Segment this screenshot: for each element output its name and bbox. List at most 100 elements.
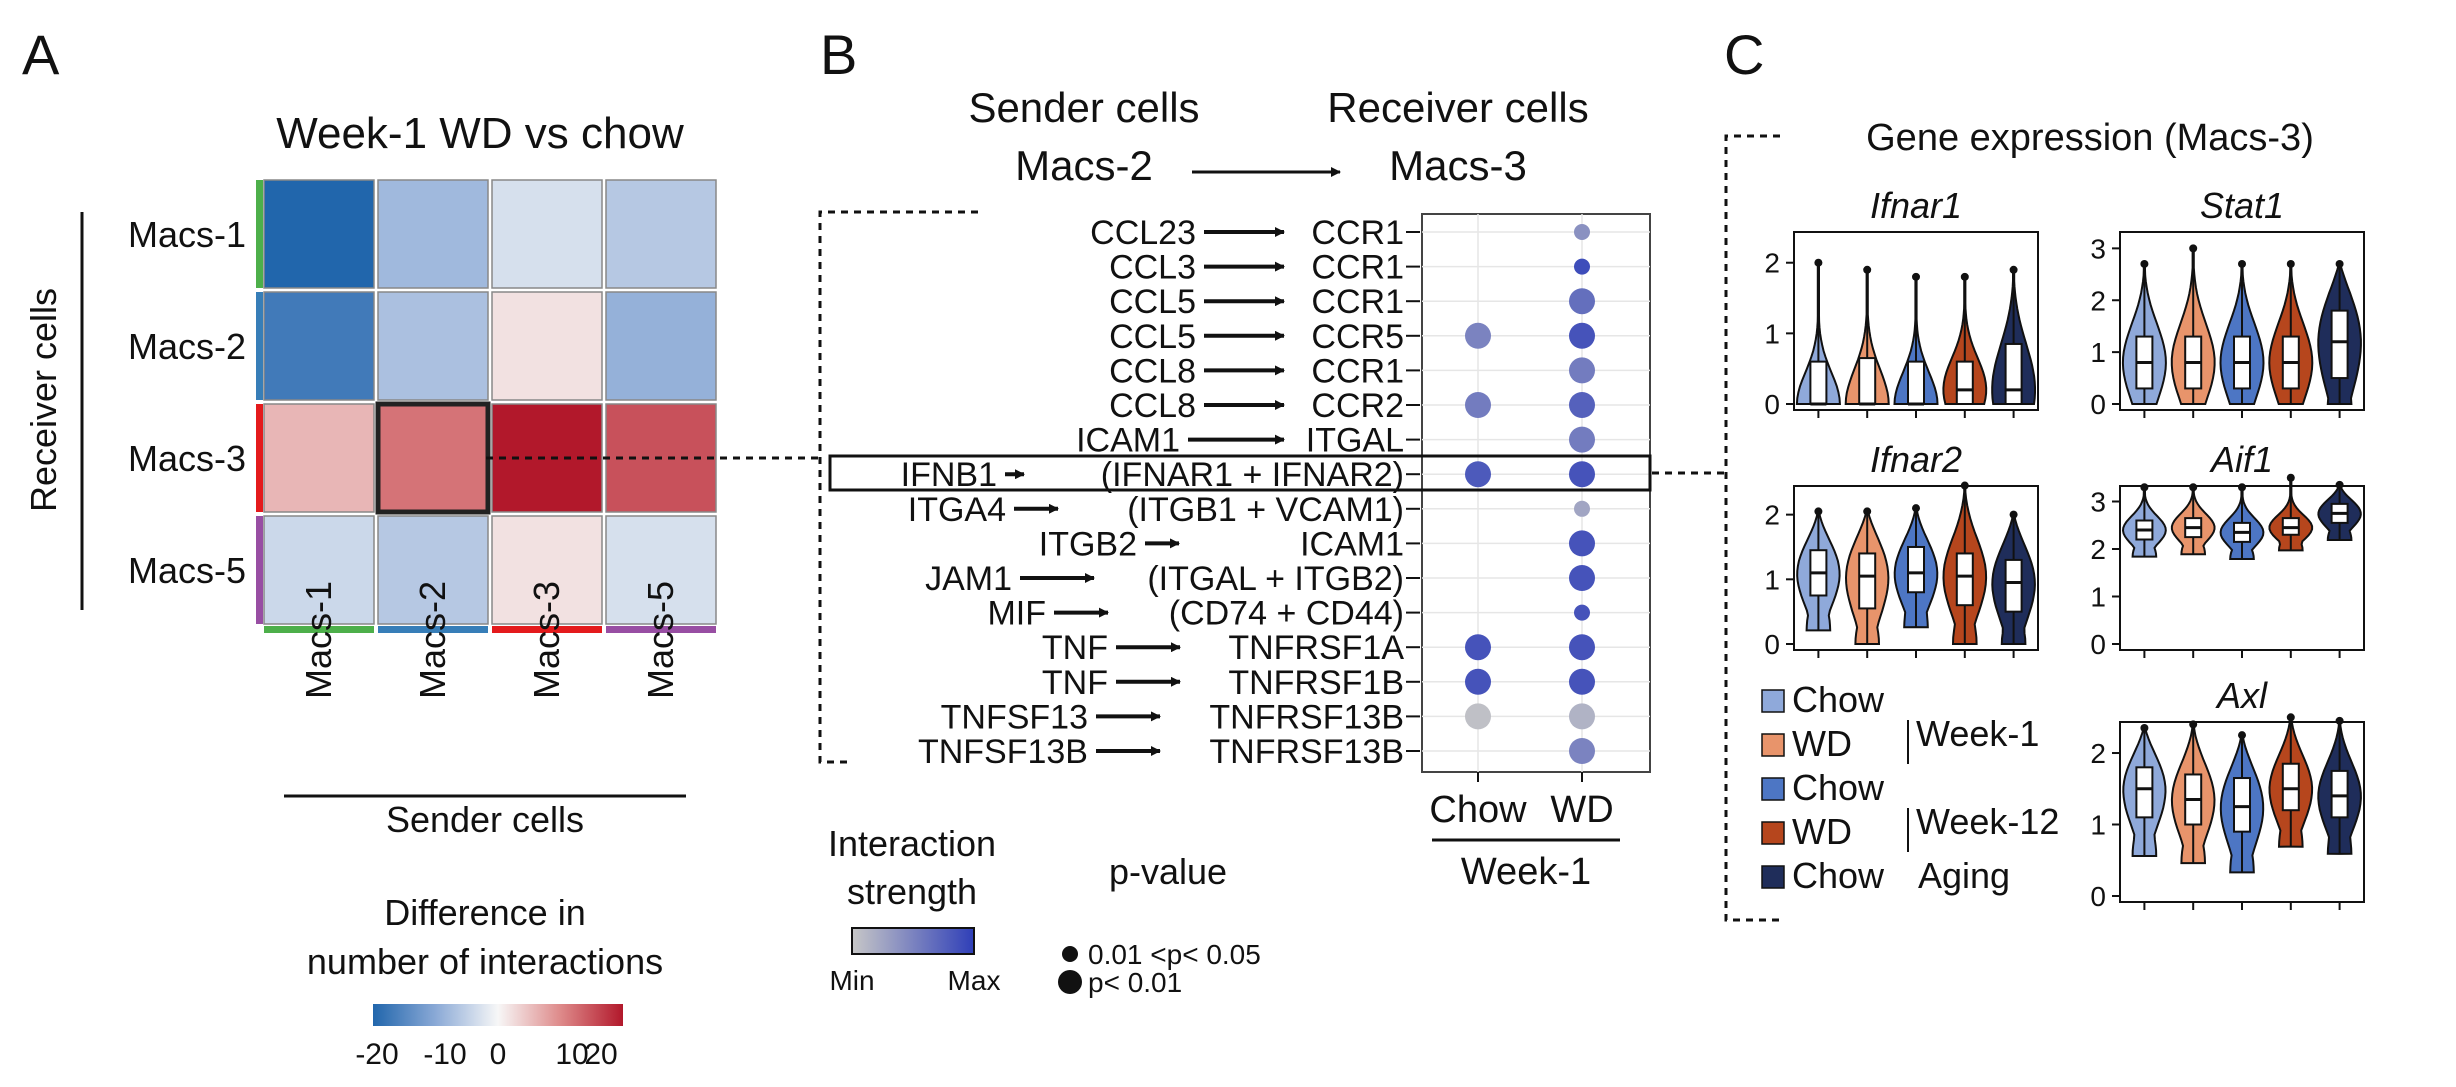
outlier [2238,731,2246,740]
ligand-label: CCL23 [1090,214,1196,252]
heatmap-ylabel: Receiver cells [23,288,64,512]
dot-wd [1569,530,1595,557]
dot-wd [1574,258,1590,275]
y-tick-label: 1 [2090,810,2106,841]
highlight-row-box [828,454,1652,492]
dot-wd [1569,634,1595,661]
receptor-label: (CD74 + CD44) [1169,595,1404,633]
outlier [2286,713,2295,722]
heat-legend-tick: 10 [555,1038,588,1071]
legend-swatch [1761,733,1785,757]
dot-chow [1465,461,1491,488]
heat-cell [377,291,489,401]
heat-cell [377,179,489,289]
y-tick-label: 2 [1764,500,1780,531]
violin-panel-axl: Axl 0 1 2 [2090,675,2365,912]
legend-label: Chow [1792,767,1885,808]
ligand-label: CCL8 [1109,387,1196,425]
outlier [2286,259,2295,268]
ligand-label: CCL3 [1109,249,1196,287]
legend-label: WD [1792,811,1852,852]
sender-header: Sender cells [968,84,1199,131]
dot-wd [1569,357,1595,384]
dot-wd [1569,565,1595,591]
ligand-label: TNFSF13B [918,733,1088,771]
heat-col-label: Macs-5 [640,581,681,699]
heat-cell [263,515,375,625]
strength-legend-title-1: Interaction [828,823,996,864]
ligand-label: CCL8 [1109,352,1196,390]
dot-chow [1465,668,1491,695]
heat-col-label: Macs-1 [298,581,339,699]
ligand-label: TNFSF13 [941,698,1088,736]
violin-panel-stat1: Stat1 0 1 2 3 [2090,185,2365,420]
outlier [1814,258,1823,267]
outlier [2238,483,2246,492]
dot-wd [1569,322,1595,349]
dotplot-x-label: Chow [1429,789,1527,831]
outlier [1814,507,1823,516]
legend-swatch [1761,821,1785,845]
dot-wd [1574,604,1590,621]
dot-wd [1574,500,1590,517]
box [1907,545,1925,594]
heat-cell [375,401,491,515]
dot-wd [1569,703,1595,730]
violin-panel-ifnar1: Ifnar1 0 1 2 [1764,185,2039,420]
dot-wd [1569,426,1595,453]
ligand-label: JAM1 [925,560,1012,598]
heat-col-label: Macs-2 [412,581,453,699]
panel-c-violins: Gene expression (Macs-3) Ifnar1 0 1 2 Stat1 0… [1724,117,2365,922]
receptor-label: TNFRSF1A [1228,629,1404,667]
box [1858,552,1877,610]
heat-row-label: Macs-5 [128,550,246,591]
dot-chow [1465,634,1491,661]
outlier [2140,259,2149,268]
pvalue-label-2: p< 0.01 [1088,967,1182,998]
heat-legend-title-1: Difference in [384,892,585,933]
heat-row-colorbar [256,292,263,400]
box [1955,552,1974,607]
dot-wd [1569,461,1595,488]
box [1858,357,1877,406]
heat-cell [605,291,717,401]
outlier [2286,473,2295,482]
strength-max: Max [948,965,1001,996]
legend-group-label: Week-12 [1916,801,2059,842]
pvalue-label-1: 0.01 <p< 0.05 [1088,939,1261,970]
legend-group-label: Aging [1918,855,2010,896]
ligand-label: IFNB1 [901,456,997,494]
heat-cell [491,403,603,513]
ligand-label: MIF [987,595,1046,633]
outlier [2140,483,2149,492]
outlier [2189,483,2198,492]
dot-wd [1569,738,1595,764]
violin-panel-ifnar2: Ifnar2 0 1 2 [1764,439,2039,660]
y-tick-label: 2 [2090,738,2106,769]
box [2233,777,2251,833]
ligand-label: ITGB2 [1039,525,1137,563]
outlier [2140,724,2149,732]
heat-row-label: Macs-2 [128,326,246,367]
heat-row-label: Macs-1 [128,214,246,255]
outlier [2009,510,2018,519]
heat-cell [263,179,375,289]
legend-group-label: Week-1 [1916,713,2039,754]
y-tick-label: 1 [2090,337,2106,368]
y-tick-label: 3 [2090,233,2106,264]
y-tick-label: 2 [2090,285,2106,316]
heat-col-colorbar [492,626,602,633]
y-tick-label: 0 [2090,881,2106,912]
gene-title: Axl [2215,675,2268,716]
y-tick-label: 2 [1764,248,1780,279]
receptor-label: CCR5 [1311,318,1404,356]
heat-cell [491,515,603,625]
dot-chow [1465,392,1491,418]
box [2281,762,2300,812]
receiver-celltype: Macs-3 [1389,142,1527,189]
heat-legend-tick: -10 [423,1038,466,1071]
outlier [2189,244,2198,253]
strength-min: Min [829,965,874,996]
heat-row-colorbar [256,516,263,624]
